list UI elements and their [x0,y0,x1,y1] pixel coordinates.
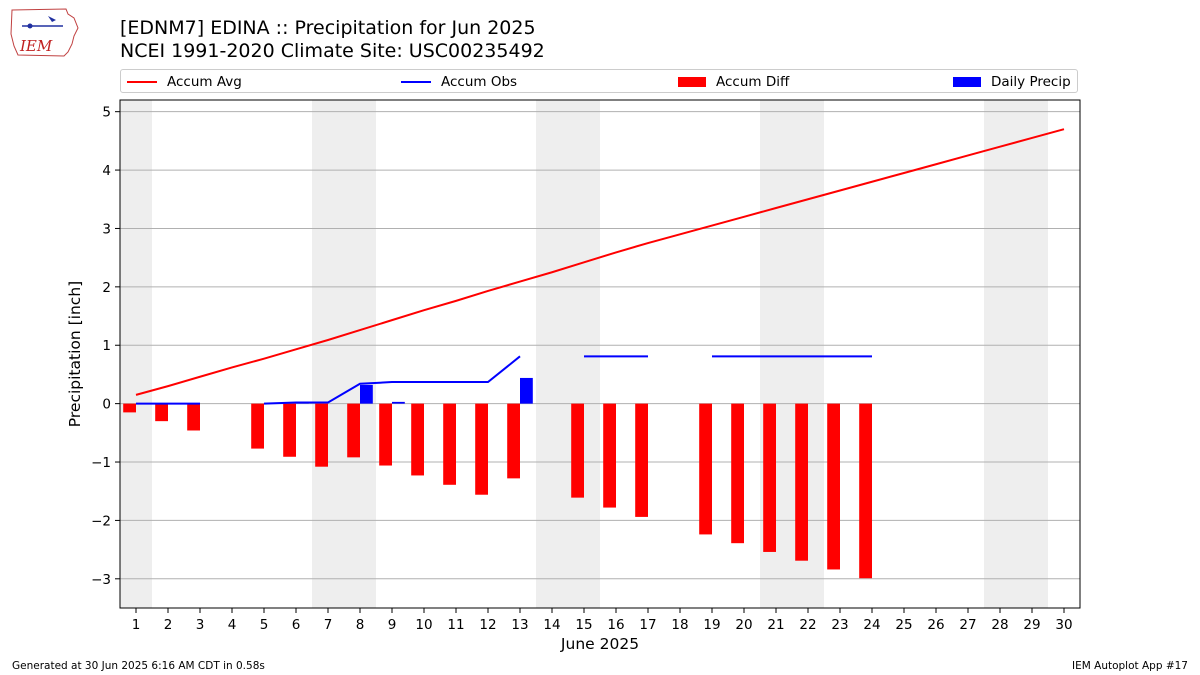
x-tick-label: 5 [260,617,269,633]
x-tick-label: 9 [388,617,397,633]
accum-avg-line [135,128,1065,396]
y-tick-label: 1 [102,338,111,354]
daily-precip-bar [360,384,373,404]
x-tick-label: 7 [324,617,333,633]
diff-bar [603,403,616,508]
legend-label-accum-obs: Accum Obs [441,74,518,90]
diff-bar [251,403,264,449]
y-axis-label: Precipitation [inch] [66,281,84,427]
diff-bar [187,403,200,431]
daily-precip-bar [392,401,405,404]
plane-icon [48,16,56,22]
legend-item-accum-obs: Accum Obs [401,73,517,91]
legend-swatch-accum-obs [401,81,431,83]
y-tick-label: 5 [102,105,111,121]
diff-bar [379,403,392,466]
diff-bar [443,403,456,485]
diff-bar [475,403,488,495]
x-tick-label: 22 [799,617,816,633]
y-tick-label: −3 [91,572,111,588]
weekend-band [536,100,600,608]
diff-bar [315,403,328,467]
diff-bar [827,403,840,570]
sensor-icon [27,23,33,29]
x-tick-label: 20 [735,617,752,633]
legend-swatch-accum-avg [127,81,157,83]
x-tick-label: 29 [1023,617,1040,633]
x-tick-label: 3 [196,617,205,633]
x-tick-label: 12 [479,617,496,633]
x-tick-label: 30 [1055,617,1072,633]
y-tick-label: 4 [102,163,111,179]
diff-bar [507,403,520,479]
x-tick-label: 26 [927,617,944,633]
diff-bar [155,403,168,422]
legend-item-accum-avg: Accum Avg [127,73,242,91]
weekend-band [120,100,152,608]
legend-label-accum-avg: Accum Avg [167,74,242,90]
x-tick-label: 14 [543,617,560,633]
plot-frame [119,99,1081,609]
x-tick-label: 17 [639,617,656,633]
x-tick-label: 24 [863,617,880,633]
footer-app-text: IEM Autoplot App #17 [1072,660,1188,672]
iowa-outline-icon [10,8,79,57]
diff-bar [411,403,424,476]
daily-precip-bar [520,377,533,404]
iem-logo: IEM [10,8,79,57]
legend-item-daily-precip: Daily Precip [953,73,1071,91]
x-tick-label: 18 [671,617,688,633]
accum-obs-line [263,355,521,405]
x-tick-label: 4 [228,617,237,633]
diff-bar [859,403,872,579]
x-tick-label: 8 [356,617,365,633]
x-tick-label: 19 [703,617,720,633]
diff-bar [699,403,712,535]
x-axis-label: June 2025 [560,635,639,653]
y-tick-label: −1 [91,455,111,471]
diff-bar [123,403,136,413]
x-tick-label: 11 [447,617,464,633]
y-tick-label: 3 [102,221,111,237]
x-tick-label: 15 [575,617,592,633]
y-tick-label: 0 [102,397,111,413]
x-tick-label: 27 [959,617,976,633]
legend-swatch-daily-precip [953,77,981,87]
legend-item-accum-diff: Accum Diff [678,73,789,91]
x-tick-label: 28 [991,617,1008,633]
diff-bar [635,403,648,517]
chart-subtitle: NCEI 1991-2020 Climate Site: USC00235492 [120,40,545,62]
diff-bar [731,403,744,544]
y-tick-label: −2 [91,513,111,529]
weekend-band [312,100,376,608]
x-tick-label: 16 [607,617,624,633]
y-tick-label: 2 [102,280,111,296]
diff-bar [763,403,776,552]
x-tick-label: 10 [415,617,432,633]
legend-label-daily-precip: Daily Precip [991,74,1071,90]
x-tick-label: 2 [164,617,173,633]
x-tick-label: 6 [292,617,301,633]
diff-bar [283,403,296,457]
x-tick-label: 21 [767,617,784,633]
chart-title: [EDNM7] EDINA :: Precipitation for Jun 2… [120,17,536,39]
footer-generated-text: Generated at 30 Jun 2025 6:16 AM CDT in … [12,660,265,672]
legend-label-accum-diff: Accum Diff [716,74,790,90]
diff-bar [571,403,584,498]
diff-bar [795,403,808,561]
x-tick-label: 1 [132,617,141,633]
x-tick-label: 25 [895,617,912,633]
weekend-band [984,100,1048,608]
x-tick-label: 13 [511,617,528,633]
logo-text: IEM [19,37,53,55]
x-tick-label: 23 [831,617,848,633]
diff-bar [347,403,360,458]
legend-swatch-accum-diff [678,77,706,87]
legend: Accum Avg Accum Obs Accum Diff Daily Pre… [120,69,1078,93]
